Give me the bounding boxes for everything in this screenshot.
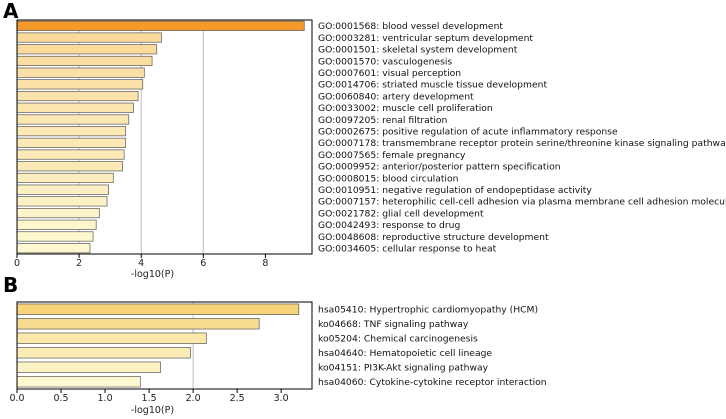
panel-a-category-label: GO:0048608: reproductive structure devel…: [318, 232, 549, 243]
panel-b-category-label: ko04151: PI3K-Akt signaling pathway: [318, 363, 489, 374]
panel-a-bar: [16, 184, 109, 195]
panel-a-tick-label: 6: [200, 258, 206, 269]
panel-a-category-label: GO:0001568: blood vessel development: [318, 21, 503, 32]
panel-a-category-label: GO:0007565: female pregnancy: [318, 150, 466, 161]
panel-b-tick-label: 1.5: [142, 393, 157, 404]
panel-a-bar: [16, 55, 153, 66]
panel-a-tick-label: 0: [14, 258, 20, 269]
panel-a-category-label: GO:0007601: visual perception: [318, 68, 461, 79]
panel-b-bar: [16, 332, 207, 344]
panel-a-category-label: GO:0007157: heterophilic cell-cell adhes…: [318, 197, 726, 208]
panel-a-bar: [16, 208, 100, 219]
panel-a-letter: A: [3, 0, 19, 23]
panel-a-bar: [16, 172, 114, 183]
panel-a: AGO:0001568: blood vessel developmentGO:…: [3, 0, 726, 280]
panel-a-bar: [16, 44, 158, 55]
panel-b-category-label: hsa05410: Hypertrophic cardiomyopathy (H…: [318, 305, 538, 316]
panel-a-x-axis-title: -log10(P): [131, 269, 174, 280]
panel-a-tick-label: 4: [138, 258, 144, 269]
panel-b-tick-label: 0.5: [53, 393, 68, 404]
panel-a-category-label: GO:0008015: blood circulation: [318, 173, 459, 184]
panel-b-category-label: ko05204: Chemical carcinogenesis: [318, 334, 478, 345]
panel-b-frame: [16, 301, 313, 390]
panel-b-bar: [16, 347, 191, 359]
panel-a-category-label: GO:0007178: transmembrane receptor prote…: [318, 138, 726, 149]
panel-a-bar: [16, 20, 305, 31]
panel-a-bar: [16, 79, 144, 90]
panel-a-bar: [16, 161, 123, 172]
panel-b-category-label: hsa04060: Cytokine-cytokine receptor int…: [318, 377, 547, 388]
panel-a-bar: [16, 231, 94, 242]
panel-a-category-label: GO:0001501: skeletal system development: [318, 45, 518, 56]
panel-b-bar: [16, 303, 300, 315]
panel-a-bar: [16, 219, 97, 230]
panel-b-letter: B: [3, 273, 18, 297]
panel-a-category-label: GO:0042493: response to drug: [318, 220, 460, 231]
panel-a-bar: [16, 102, 134, 113]
panel-a-tick-label: 8: [262, 258, 268, 269]
panel-b-tick-label: 1.0: [98, 393, 113, 404]
panel-b-tick-label: 2.0: [186, 393, 201, 404]
panel-a-category-label: GO:0001570: vasculogenesis: [318, 56, 452, 67]
panel-b-tick-label: 3.0: [274, 393, 289, 404]
panel-a-bar: [16, 90, 139, 102]
panel-a-category-label: GO:0021782: glial cell development: [318, 208, 484, 219]
panel-b-bar: [16, 376, 141, 388]
panel-a-tick-label: 2: [76, 258, 82, 269]
panel-a-category-label: GO:0097205: renal filtration: [318, 115, 447, 126]
panel-b-bar: [16, 361, 161, 373]
panel-a-category-label: GO:0010951: negative regulation of endop…: [318, 185, 592, 196]
panel-a-bar: [16, 126, 127, 137]
panel-a-bar: [16, 114, 130, 125]
panel-a-category-label: GO:0033002: muscle cell proliferation: [318, 103, 493, 114]
panel-a-bar: [16, 196, 108, 207]
panel-b-category-label: ko04668: TNF signaling pathway: [318, 319, 469, 330]
panel-a-category-label: GO:0014706: striated muscle tissue devel…: [318, 80, 547, 91]
panel-a-bar: [16, 137, 127, 148]
panel-b-tick-label: 0.0: [9, 393, 24, 404]
panel-a-bar: [16, 32, 162, 43]
panel-a-bar: [16, 67, 145, 78]
panel-a-category-label: GO:0002675: positive regulation of acute…: [318, 126, 618, 137]
panel-a-category-label: GO:0003281: ventricular septum developme…: [318, 33, 533, 44]
panel-b-tick-label: 2.5: [230, 393, 245, 404]
panel-a-bar: [16, 149, 125, 160]
panel-b-bar: [16, 318, 260, 330]
panel-b-category-label: hsa04640: Hematopoietic cell lineage: [318, 348, 492, 359]
panel-a-category-label: GO:0009952: anterior/posterior pattern s…: [318, 162, 561, 173]
panel-a-category-label: GO:0034605: cellular response to heat: [318, 243, 497, 254]
panel-a-frame: [16, 19, 313, 255]
panel-a-bar: [16, 243, 91, 254]
panel-b-x-axis-title: -log10(P): [131, 405, 174, 416]
panel-a-category-label: GO:0060840: artery development: [318, 91, 474, 102]
